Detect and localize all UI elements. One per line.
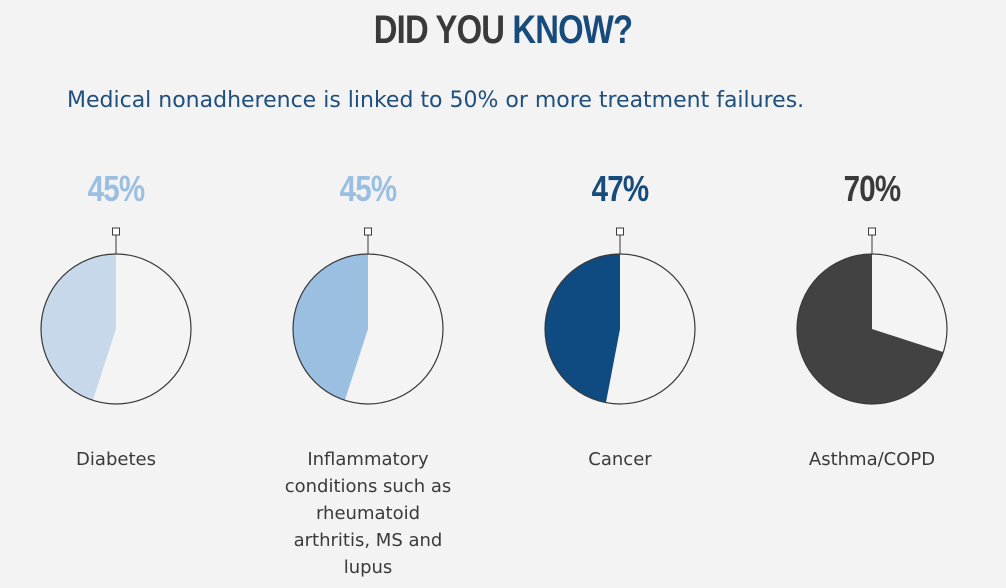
stat-cancer: 47% Cancer [494,0,746,588]
subtitle: Medical nonadherence is linked to 50% or… [67,88,805,113]
title-main: DID YOU [373,8,513,52]
pie-slice [41,254,116,401]
pie-chart [40,227,192,405]
stat-percent: 45% [339,168,397,209]
stat-asthma-copd: 70% Asthma/COPD [746,0,998,588]
pie-outline [40,253,192,405]
pie-marker-square [868,227,876,236]
pie-outline [796,253,948,405]
pie-chart [796,227,948,405]
stat-inflammatory: 45% Inflammatory conditions such as rheu… [242,0,494,588]
stat-diabetes: 45% Diabetes [0,0,242,588]
stat-label: Cancer [588,449,652,470]
title-accent: KNOW? [512,8,633,52]
stat-label: Diabetes [76,449,156,470]
pie-outline [544,253,696,405]
pie-marker-square [616,227,624,236]
pie-slice [293,254,368,401]
stat-percent: 70% [843,168,901,209]
pie-marker-square [364,227,372,236]
stat-percent: 45% [87,168,145,209]
stat-label: Inflammatory conditions such as rheumato… [284,449,452,578]
pie-outline [292,253,444,405]
stat-percent: 47% [591,168,649,209]
pie-slice [797,254,944,404]
pie-chart [544,227,696,405]
pie-slice [545,254,620,403]
pie-chart [292,227,444,405]
pie-marker-square [112,227,120,236]
page-title: DID YOU KNOW? [91,8,916,53]
stat-label: Asthma/COPD [808,449,936,470]
